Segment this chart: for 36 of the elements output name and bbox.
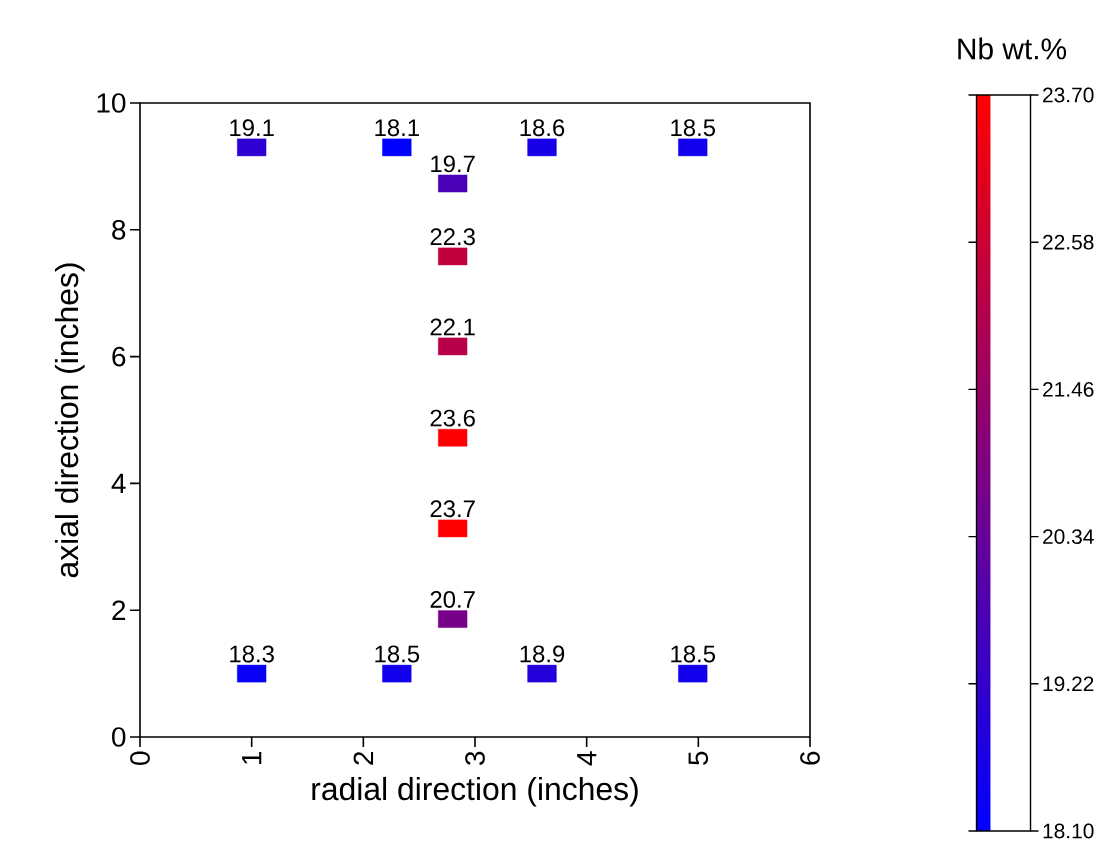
- annotation: 18.1: [375, 119, 419, 137]
- annotation: 20.7: [430, 590, 475, 608]
- x-tick-label: 5: [688, 751, 709, 765]
- color-bar-label: 18.10: [1043, 823, 1094, 839]
- color-bar-label: 21.46: [1043, 381, 1094, 397]
- y-tick-label: 0: [112, 727, 126, 747]
- x-axis-title: radial direction (inches): [312, 776, 638, 807]
- x-tick-label: 1: [242, 751, 262, 764]
- annotation: 18.5: [671, 645, 716, 663]
- y-axis-title: axial direction (inches): [54, 263, 85, 578]
- y-tick-label: 8: [112, 219, 126, 240]
- annotation: 23.6: [430, 409, 475, 427]
- annotation: 18.3: [230, 645, 274, 663]
- annotation: 18.5: [375, 645, 420, 663]
- x-tick-label: 0: [130, 751, 150, 765]
- annotation: 23.7: [430, 500, 475, 518]
- y-tick-label: 6: [112, 346, 126, 367]
- x-tick-label: 4: [577, 751, 597, 766]
- annotation: 19.1: [230, 119, 274, 137]
- annotation: 18.6: [520, 119, 565, 137]
- annotation: 19.7: [431, 155, 475, 173]
- x-tick-label: 3: [465, 751, 485, 765]
- x-tick-label: 2: [353, 751, 374, 765]
- color-bar-title: Nb wt.%: [958, 37, 1067, 60]
- annotation: 18.9: [520, 645, 565, 663]
- annotation: 22.3: [430, 228, 475, 246]
- color-bar-label: 22.58: [1043, 234, 1094, 250]
- color-bar-label: 20.34: [1043, 529, 1094, 544]
- color-bar-label: 19.22: [1043, 676, 1094, 692]
- color-bar-label: 23.70: [1043, 87, 1094, 103]
- annotation: 18.5: [671, 119, 716, 137]
- y-tick-label: 4: [111, 473, 126, 493]
- annotation: 22.1: [430, 318, 475, 336]
- y-tick-label: 2: [112, 600, 126, 620]
- x-tick-label: 6: [800, 751, 820, 765]
- y-tick-label: 10: [97, 93, 126, 113]
